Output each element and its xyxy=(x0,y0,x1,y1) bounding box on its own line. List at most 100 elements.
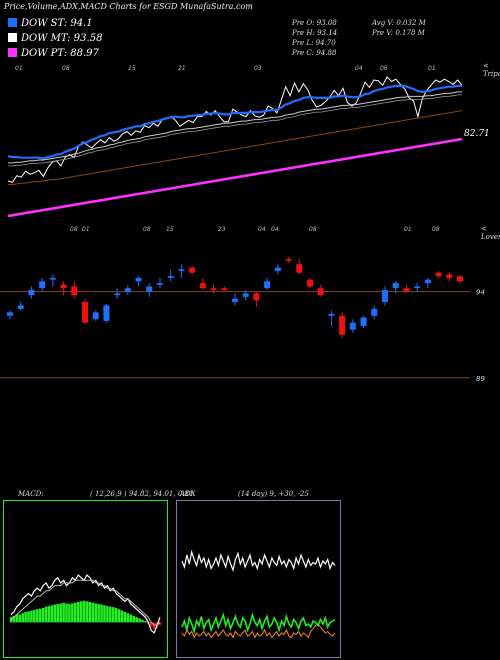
plus-di-line xyxy=(181,612,336,635)
series-line-ema_long xyxy=(8,91,462,164)
macd-histogram-bar xyxy=(56,604,60,623)
macd-histogram-bar xyxy=(35,609,39,623)
dow-mt-value: 93.58 xyxy=(73,33,103,44)
macd-histogram-bar xyxy=(12,615,16,623)
candle-corner-label: < Lovem xyxy=(481,225,500,241)
price-ema-last-label: 82.71 xyxy=(464,129,490,139)
date-label-top: 08 xyxy=(143,226,151,233)
macd-histogram-bar xyxy=(33,609,36,623)
candle-body xyxy=(114,293,121,296)
date-label-top: 04 xyxy=(271,226,279,233)
candle-body xyxy=(124,288,131,292)
macd-histogram-bar xyxy=(144,621,147,623)
candle-body xyxy=(157,283,163,285)
date-label-top: 03 xyxy=(254,65,262,72)
candle-body xyxy=(92,312,99,320)
macd-histogram-bar xyxy=(152,622,156,629)
macd-histogram-bar xyxy=(103,605,106,623)
date-label-top: 06 xyxy=(380,65,388,72)
candle-body xyxy=(210,288,217,290)
macd-histogram-bar xyxy=(24,611,27,623)
adx-line xyxy=(181,549,336,573)
adx-title: ADX xyxy=(180,490,196,498)
macd-histogram-bar xyxy=(38,608,42,623)
date-label-top: 01 xyxy=(404,226,412,233)
candle-body xyxy=(135,277,142,282)
chart-title: Price,Volume,ADX,MACD Charts for ESGD Mu… xyxy=(4,2,253,11)
reference-line-label: 94 xyxy=(476,289,485,297)
macd-histogram-bar xyxy=(100,604,103,623)
macd-signal-line xyxy=(10,579,161,626)
candle-body xyxy=(39,281,46,289)
candle-body xyxy=(446,274,453,278)
pre-open: Pre O: 93.08 xyxy=(292,19,337,27)
reference-line-label: 89 xyxy=(476,375,485,383)
candle-body xyxy=(103,305,110,321)
candle-body xyxy=(414,286,421,288)
pre-high: Pre H: 93.14 xyxy=(292,29,338,37)
candle-body xyxy=(349,322,356,330)
date-label-top: 01 xyxy=(82,226,90,233)
candle-body xyxy=(264,281,271,289)
series-line-price xyxy=(7,76,463,183)
candle-body xyxy=(146,286,153,292)
candle-body xyxy=(7,312,13,316)
indicator-dow-pt: DOW PT: 88.97 xyxy=(8,48,99,59)
macd-histogram-bar xyxy=(91,602,95,623)
macd-frame xyxy=(3,500,168,658)
candle-body xyxy=(167,276,174,278)
macd-histogram-bar xyxy=(59,603,62,623)
date-label-top: 01 xyxy=(15,65,23,72)
date-label-top: 08 xyxy=(432,226,440,233)
date-label-top: 15 xyxy=(128,65,136,72)
candle-body xyxy=(382,289,388,302)
macd-histogram-bar xyxy=(123,611,127,623)
candle-body xyxy=(253,293,260,301)
candle-body xyxy=(60,284,67,289)
macd-histogram-bar xyxy=(132,615,136,623)
candle-body xyxy=(307,279,313,287)
macd-histogram-bar xyxy=(106,606,109,623)
macd-histogram-bar xyxy=(79,601,83,623)
macd-histogram-bar xyxy=(114,607,118,623)
date-label-top: 04 xyxy=(258,226,266,233)
date-label-top: 23 xyxy=(218,226,226,233)
macd-histogram-bar xyxy=(76,601,80,623)
macd-params: ( 12,26,9 ) 94.82, 94.01, 0.81 xyxy=(90,490,194,498)
macd-histogram-bar xyxy=(15,614,19,623)
macd-histogram-bar xyxy=(71,603,74,623)
macd-histogram-bar xyxy=(27,611,30,623)
date-label-top: 01 xyxy=(428,65,436,72)
candle-body xyxy=(339,315,346,335)
adx-chart xyxy=(176,500,341,658)
dow-pt-label: DOW PT: xyxy=(21,48,68,59)
macd-histogram-bar xyxy=(88,601,92,623)
series-line-ema_pink xyxy=(7,137,463,218)
indicator-dow-mt: DOW MT: 93.58 xyxy=(8,33,102,44)
macd-histogram-bar xyxy=(21,613,24,623)
series-line-ema_short xyxy=(7,84,462,160)
candle-body xyxy=(17,305,24,309)
macd-histogram-bar xyxy=(18,614,22,623)
macd-histogram-bar xyxy=(97,604,100,623)
candle-body xyxy=(221,288,228,290)
date-label-top: 21 xyxy=(178,65,186,72)
price-ema-corner-label: < Tripa xyxy=(483,62,500,78)
macd-histogram-bar xyxy=(138,618,141,623)
candle-body xyxy=(82,302,88,323)
macd-histogram-bar xyxy=(135,617,138,623)
dow-st-label: DOW ST: xyxy=(21,18,68,29)
candle-body xyxy=(189,267,196,273)
dow-pt-value: 88.97 xyxy=(70,48,99,59)
date-label-top: 15 xyxy=(166,226,174,233)
indicator-dow-st: DOW ST: 94.1 xyxy=(8,18,93,29)
candle-body xyxy=(317,288,324,296)
candle-body xyxy=(49,277,56,280)
macd-histogram-bar xyxy=(50,605,54,623)
date-label-top: 04 xyxy=(355,65,363,72)
macd-histogram-bar xyxy=(111,607,115,623)
pre-low: Pre L: 94.70 xyxy=(292,39,336,47)
pre-volume: Pre V: 0.178 M xyxy=(372,29,425,37)
dow-pt-swatch xyxy=(8,48,17,57)
pre-close: Pre C: 94.88 xyxy=(292,49,337,57)
